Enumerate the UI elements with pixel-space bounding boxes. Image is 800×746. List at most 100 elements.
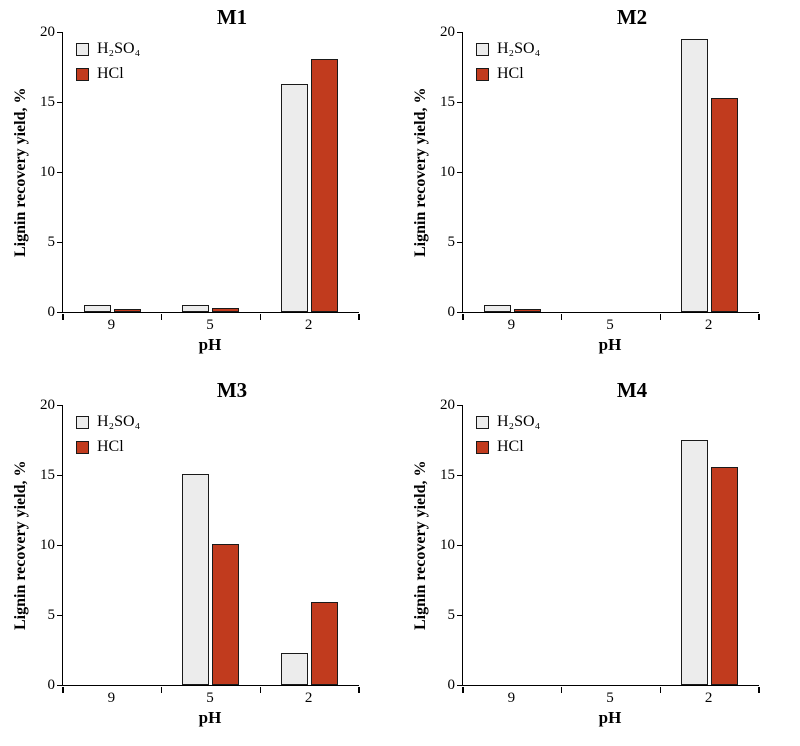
bar-group-ph-5 — [562, 405, 661, 685]
chart-title: M1 — [216, 5, 248, 29]
y-tick-label: 20 — [40, 24, 55, 40]
bar-group-ph-9 — [63, 32, 162, 312]
bar-group-ph-9 — [463, 405, 562, 685]
y-tick-label: 20 — [440, 24, 455, 40]
x-axis-ticks: 9 5 2 — [62, 686, 358, 708]
bar-group-ph-2 — [660, 405, 759, 685]
bar-group-ph-2 — [260, 32, 359, 312]
bar-hcl — [311, 58, 339, 312]
bar-h2so4 — [83, 305, 111, 312]
y-tick-label: 0 — [47, 304, 56, 320]
y-axis-ticks: 0 5 10 15 20 — [32, 24, 62, 320]
legend: H₂SO₄ HCl — [76, 414, 140, 455]
y-tick-label: 15 — [40, 467, 55, 483]
x-tick-mark — [259, 687, 262, 693]
plot-area: H₂SO₄ HCl — [456, 404, 760, 693]
legend-item-hcl: HCl — [76, 66, 140, 82]
bar-group-ph-5 — [162, 405, 261, 685]
y-tick-mark — [456, 101, 462, 103]
x-axis-title: pH — [598, 335, 622, 354]
bar-group-ph-9 — [63, 405, 162, 685]
bar-h2so4 — [681, 440, 709, 685]
bar-hcl — [212, 543, 240, 685]
chart-m2: M2 Lignin recovery yield, % 0 5 10 15 20 H₂S… — [400, 0, 800, 373]
legend-swatch-h2so4 — [476, 415, 489, 429]
legend-item-h2so4: H₂SO₄ — [76, 41, 140, 57]
bar-group-ph-9 — [463, 32, 562, 312]
y-tick-mark — [456, 311, 462, 313]
x-tick-mark — [62, 314, 64, 320]
x-tick-label: 2 — [704, 317, 713, 333]
x-axis-title: pH — [598, 708, 622, 727]
x-tick-mark — [659, 687, 662, 693]
y-tick-mark — [56, 474, 62, 476]
chart-title: M2 — [616, 5, 648, 29]
x-tick-label: 2 — [704, 690, 713, 706]
x-tick-mark — [62, 687, 64, 693]
y-tick-label: 5 — [47, 607, 56, 623]
y-tick-label: 15 — [440, 94, 455, 110]
legend: H₂SO₄ HCl — [476, 41, 540, 82]
y-tick-label: 20 — [40, 397, 55, 413]
plot-area: H₂SO₄ HCl — [456, 31, 760, 320]
y-tick-label: 0 — [447, 677, 456, 693]
y-tick-mark — [56, 101, 62, 103]
x-tick-mark — [560, 687, 563, 693]
bar-h2so4 — [681, 39, 709, 312]
y-tick-label: 15 — [40, 94, 55, 110]
y-tick-label: 5 — [47, 234, 56, 250]
x-tick-mark — [758, 687, 760, 693]
legend-label-hcl: HCl — [497, 438, 524, 455]
legend-item-h2so4: H₂SO₄ — [476, 41, 540, 57]
y-tick-mark — [56, 241, 62, 243]
x-tick-label: 9 — [507, 690, 516, 706]
y-tick-mark — [56, 404, 62, 406]
plot-area: H₂SO₄ HCl — [56, 404, 360, 693]
y-tick-mark — [456, 544, 462, 546]
chart-title: M3 — [216, 378, 248, 402]
y-tick-label: 5 — [447, 234, 456, 250]
bar-hcl — [311, 602, 339, 685]
x-tick-mark — [358, 314, 360, 320]
y-axis-title: Lignin recovery yield, % — [12, 87, 29, 257]
bar-h2so4 — [281, 83, 309, 312]
x-axis-title: pH — [198, 335, 222, 354]
legend-item-h2so4: H₂SO₄ — [476, 414, 540, 430]
plot-area: H₂SO₄ HCl — [56, 31, 360, 320]
y-tick-mark — [456, 171, 462, 173]
legend-swatch-h2so4 — [476, 42, 489, 56]
x-tick-label: 2 — [304, 690, 313, 706]
legend-swatch-hcl — [76, 67, 89, 81]
chart-m1: M1 Lignin recovery yield, % 0 5 10 15 20 H₂S… — [0, 0, 400, 373]
y-axis-ticks: 0 5 10 15 20 — [32, 397, 62, 693]
bar-hcl — [513, 309, 541, 312]
y-axis-title: Lignin recovery yield, % — [412, 87, 429, 257]
legend-swatch-h2so4 — [76, 42, 89, 56]
x-axis-ticks: 9 5 2 — [62, 313, 358, 335]
x-axis-ticks: 9 5 2 — [462, 686, 758, 708]
y-axis-title: Lignin recovery yield, % — [12, 460, 29, 630]
y-tick-label: 15 — [440, 467, 455, 483]
y-tick-mark — [56, 614, 62, 616]
x-tick-label: 5 — [206, 317, 214, 333]
bar-group-ph-2 — [660, 32, 759, 312]
chart-m3: M3 Lignin recovery yield, % 0 5 10 15 20 H₂S… — [0, 373, 400, 746]
y-axis-title: Lignin recovery yield, % — [412, 460, 429, 630]
y-tick-mark — [456, 404, 462, 406]
x-tick-label: 9 — [107, 690, 116, 706]
legend-label-h2so4: H₂SO₄ — [497, 413, 541, 430]
y-tick-label: 10 — [440, 164, 455, 180]
y-tick-label: 10 — [40, 164, 55, 180]
bar-group-ph-2 — [260, 405, 359, 685]
y-tick-label: 10 — [40, 537, 55, 553]
x-tick-mark — [462, 314, 464, 320]
y-tick-mark — [56, 31, 62, 33]
y-tick-label: 20 — [440, 397, 455, 413]
y-tick-mark — [456, 474, 462, 476]
x-tick-mark — [160, 687, 163, 693]
legend-swatch-hcl — [476, 67, 489, 81]
y-tick-mark — [456, 614, 462, 616]
y-tick-label: 0 — [447, 304, 456, 320]
y-tick-mark — [56, 311, 62, 313]
x-tick-mark — [560, 314, 563, 320]
